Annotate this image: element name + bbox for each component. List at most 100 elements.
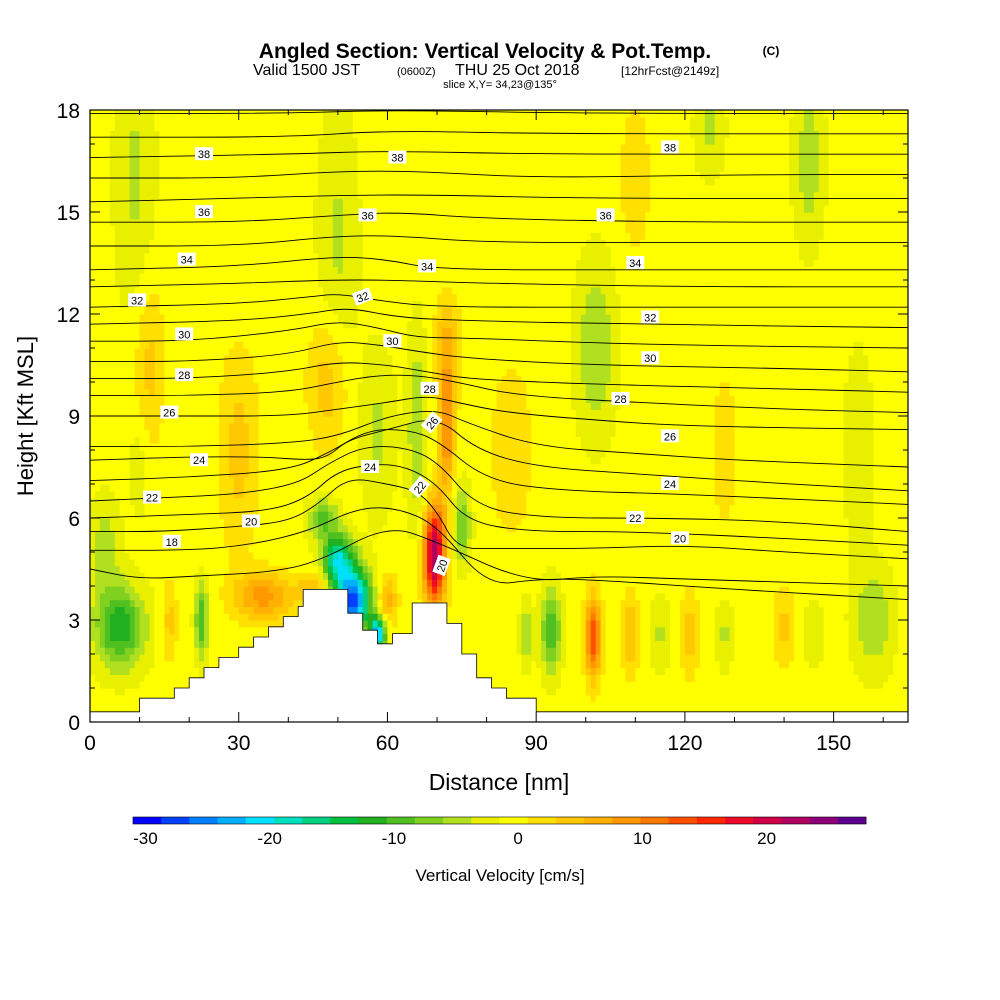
velocity-cell [526, 681, 532, 689]
velocity-cell [94, 694, 101, 703]
velocity-cell [461, 538, 468, 546]
velocity-cell [308, 545, 314, 553]
velocity-cell [114, 586, 121, 594]
velocity-cell [392, 545, 398, 553]
velocity-cell [660, 565, 666, 573]
velocity-cell [134, 531, 141, 539]
velocity-cell [288, 606, 294, 614]
velocity-cell [689, 518, 696, 526]
velocity-cell [114, 640, 121, 648]
velocity-cell [600, 688, 607, 696]
velocity-cell [888, 626, 894, 635]
velocity-cell [134, 538, 141, 546]
velocity-cell [570, 660, 577, 669]
velocity-cell [888, 606, 894, 614]
velocity-cell [228, 545, 235, 553]
velocity-cell [99, 531, 106, 539]
velocity-cell [491, 681, 498, 689]
velocity-cell [159, 606, 165, 614]
velocity-cell [883, 545, 889, 553]
velocity-cell [283, 552, 289, 560]
velocity-cell [268, 613, 275, 621]
velocity-cell [372, 579, 379, 587]
velocity-cell [461, 586, 468, 594]
velocity-cell [521, 586, 527, 594]
velocity-cell [808, 701, 815, 709]
velocity-cell [511, 552, 517, 560]
velocity-cell [496, 599, 503, 607]
velocity-cell [119, 620, 126, 628]
velocity-cell [610, 633, 617, 641]
velocity-cell [823, 552, 830, 560]
velocity-cell [486, 660, 493, 669]
velocity-cell [888, 524, 894, 533]
velocity-cell [560, 674, 567, 682]
velocity-cell [144, 531, 151, 539]
velocity-cell [511, 640, 517, 648]
velocity-cell [511, 592, 517, 601]
velocity-cell [337, 572, 344, 580]
velocity-cell [516, 531, 522, 539]
velocity-cell [714, 558, 721, 567]
velocity-cell [521, 606, 527, 614]
velocity-cell [223, 565, 230, 573]
velocity-cell [620, 640, 627, 648]
velocity-cell [595, 654, 602, 662]
velocity-cell [248, 592, 255, 601]
velocity-cell [258, 524, 265, 533]
velocity-cell [441, 545, 448, 553]
velocity-cell [90, 640, 96, 648]
velocity-cell [268, 599, 275, 607]
velocity-cell [90, 667, 96, 675]
velocity-cell [575, 565, 582, 573]
velocity-cell [337, 524, 344, 533]
velocity-cell [218, 531, 225, 539]
velocity-cell [556, 599, 562, 607]
velocity-cell [585, 552, 592, 560]
velocity-cell [779, 552, 785, 560]
velocity-cell [779, 538, 785, 546]
velocity-cell [590, 572, 597, 580]
velocity-cell [903, 538, 908, 546]
velocity-cell [337, 538, 344, 546]
velocity-cell [352, 592, 359, 601]
velocity-cell [868, 640, 874, 648]
velocity-cell [491, 524, 498, 533]
velocity-cell [516, 606, 522, 614]
velocity-cell [734, 674, 741, 682]
velocity-cell [243, 565, 250, 573]
velocity-cell [337, 518, 344, 526]
velocity-cell [749, 667, 755, 675]
velocity-cell [536, 674, 542, 682]
velocity-cell [585, 545, 592, 553]
velocity-cell [144, 565, 151, 573]
velocity-cell [734, 599, 741, 607]
velocity-cell [496, 681, 503, 689]
velocity-cell [759, 681, 765, 689]
velocity-cell [218, 565, 225, 573]
velocity-cell [521, 531, 527, 539]
velocity-cell [615, 660, 622, 669]
velocity-cell [258, 552, 265, 560]
velocity-cell [843, 592, 850, 601]
velocity-cell [90, 606, 96, 614]
velocity-cell [446, 579, 453, 587]
velocity-cell [694, 579, 701, 587]
velocity-cell [764, 531, 770, 539]
velocity-cell [784, 599, 790, 607]
velocity-cell [724, 688, 731, 696]
velocity-cell [491, 572, 498, 580]
velocity-cell [798, 654, 805, 662]
velocity-cell [858, 660, 864, 669]
velocity-cell [729, 518, 736, 526]
velocity-cell [764, 552, 770, 560]
velocity-cell [189, 524, 195, 533]
velocity-cell [665, 660, 671, 669]
velocity-cell [129, 586, 136, 594]
velocity-cell [357, 552, 364, 560]
velocity-cell [199, 660, 205, 669]
velocity-cell [833, 701, 840, 709]
velocity-cell [898, 647, 904, 655]
velocity-cell [273, 592, 279, 601]
velocity-cell [719, 558, 726, 567]
